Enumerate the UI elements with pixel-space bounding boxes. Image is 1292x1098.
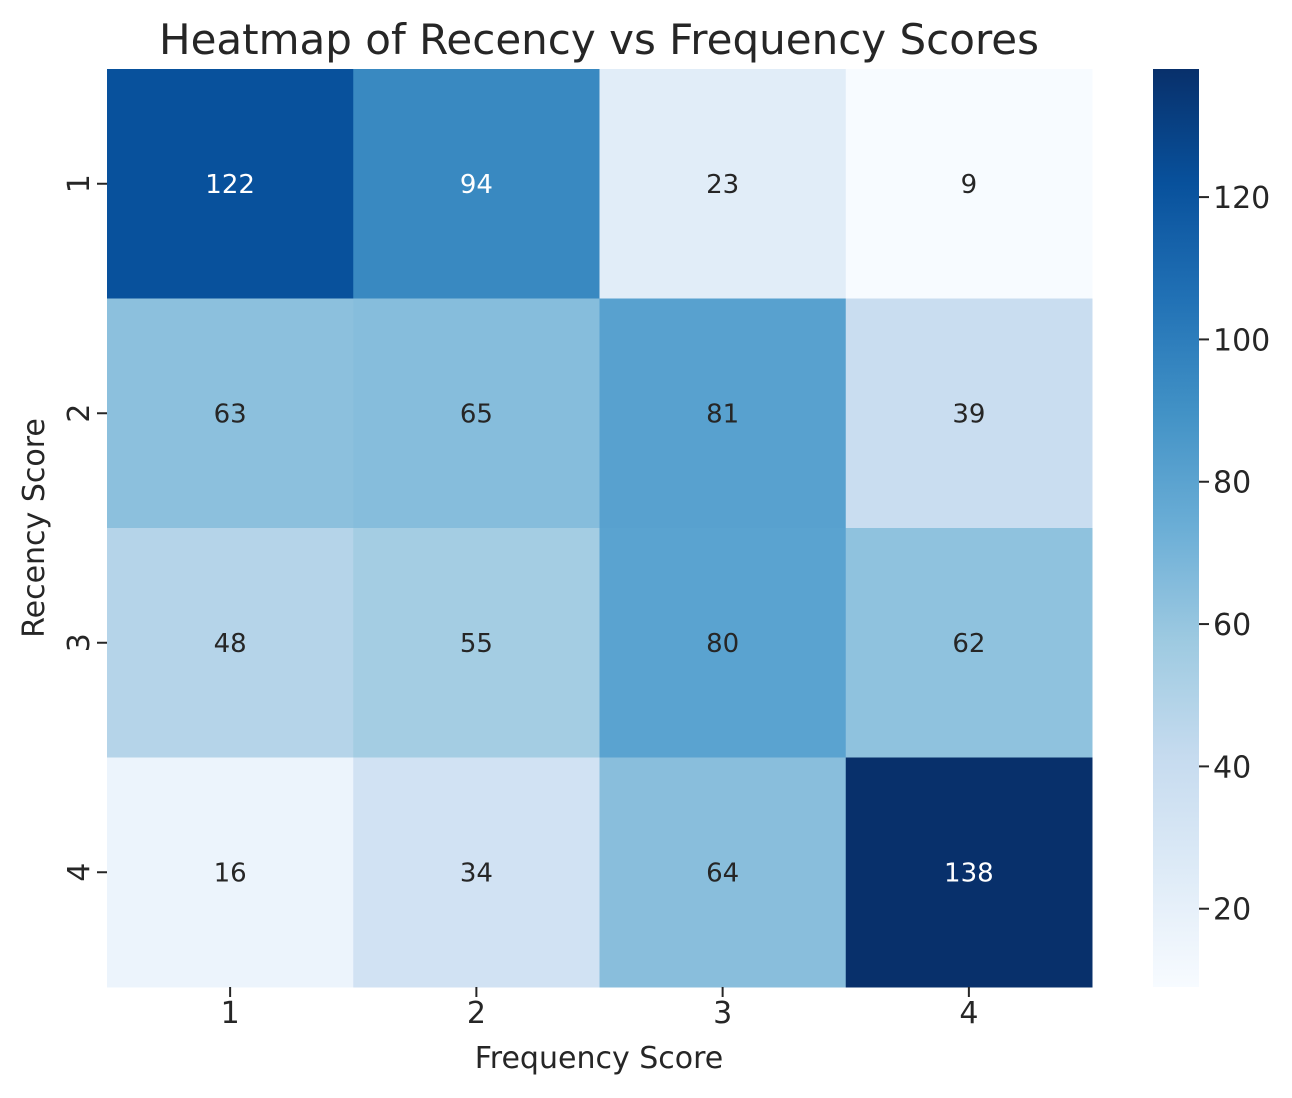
heatmap-cell [353, 69, 600, 299]
heatmap-cell [845, 528, 1093, 758]
colorbar-tick-label: 40 [1213, 750, 1251, 785]
y-tick-label: 3 [62, 633, 97, 652]
x-tick-label: 4 [959, 996, 978, 1031]
colorbar-tick-label: 20 [1213, 893, 1251, 928]
cell-value-label: 81 [706, 399, 739, 429]
colorbar-ticks: 20 40 60 80 100 120 [1199, 181, 1270, 928]
colorbar [1153, 69, 1199, 987]
heatmap-cell [107, 757, 354, 988]
cell-value-label: 138 [944, 858, 994, 888]
cell-value-label: 94 [460, 170, 493, 200]
chart-title: Heatmap of Recency vs Frequency Scores [159, 15, 1039, 64]
heatmap-cell [599, 757, 847, 988]
heatmap-cell [353, 298, 600, 529]
cell-value-label: 80 [706, 629, 739, 659]
cell-value-label: 16 [214, 858, 247, 888]
x-axis: 1 2 3 4 [221, 987, 978, 1031]
cell-value-label: 48 [214, 629, 247, 659]
y-axis: 1 2 3 4 [62, 174, 107, 882]
y-axis-label: Recency Score [17, 418, 52, 638]
cell-value-label: 65 [460, 399, 493, 429]
cell-value-label: 39 [952, 399, 985, 429]
x-tick-label: 2 [467, 996, 486, 1031]
heatmap-cell [845, 298, 1093, 529]
cell-value-label: 63 [214, 399, 247, 429]
heatmap-cell [107, 298, 354, 529]
heatmap-cell [599, 69, 847, 299]
x-tick-label: 1 [221, 996, 240, 1031]
colorbar-tick-label: 80 [1213, 466, 1251, 501]
heatmap-cells [107, 69, 1093, 988]
cell-value-label: 64 [706, 858, 739, 888]
y-tick-label: 1 [62, 174, 97, 193]
colorbar-tick-label: 100 [1213, 323, 1270, 358]
cell-value-label: 34 [460, 858, 493, 888]
heatmap-cell [353, 757, 600, 988]
cell-value-label: 122 [205, 170, 255, 200]
heatmap-cell [107, 69, 354, 299]
cell-annotations: 122 94 23 9 63 65 81 39 48 55 80 62 16 34 64 138 [205, 170, 993, 889]
colorbar-tick-label: 120 [1213, 181, 1270, 216]
y-tick-label: 4 [62, 863, 97, 882]
cell-value-label: 23 [706, 170, 739, 200]
cell-value-label: 62 [952, 629, 985, 659]
heatmap-cell [599, 298, 847, 529]
heatmap-cell [845, 757, 1093, 988]
heatmap-cell [845, 69, 1093, 299]
x-axis-label: Frequency Score [475, 1041, 724, 1076]
heatmap-cell [107, 528, 354, 758]
cell-value-label: 9 [961, 170, 978, 200]
cell-value-label: 55 [460, 629, 493, 659]
x-tick-label: 3 [713, 996, 732, 1031]
colorbar-tick-label: 60 [1213, 608, 1251, 643]
heatmap-cell [599, 528, 847, 758]
heatmap-cell [353, 528, 600, 758]
y-tick-label: 2 [62, 404, 97, 423]
